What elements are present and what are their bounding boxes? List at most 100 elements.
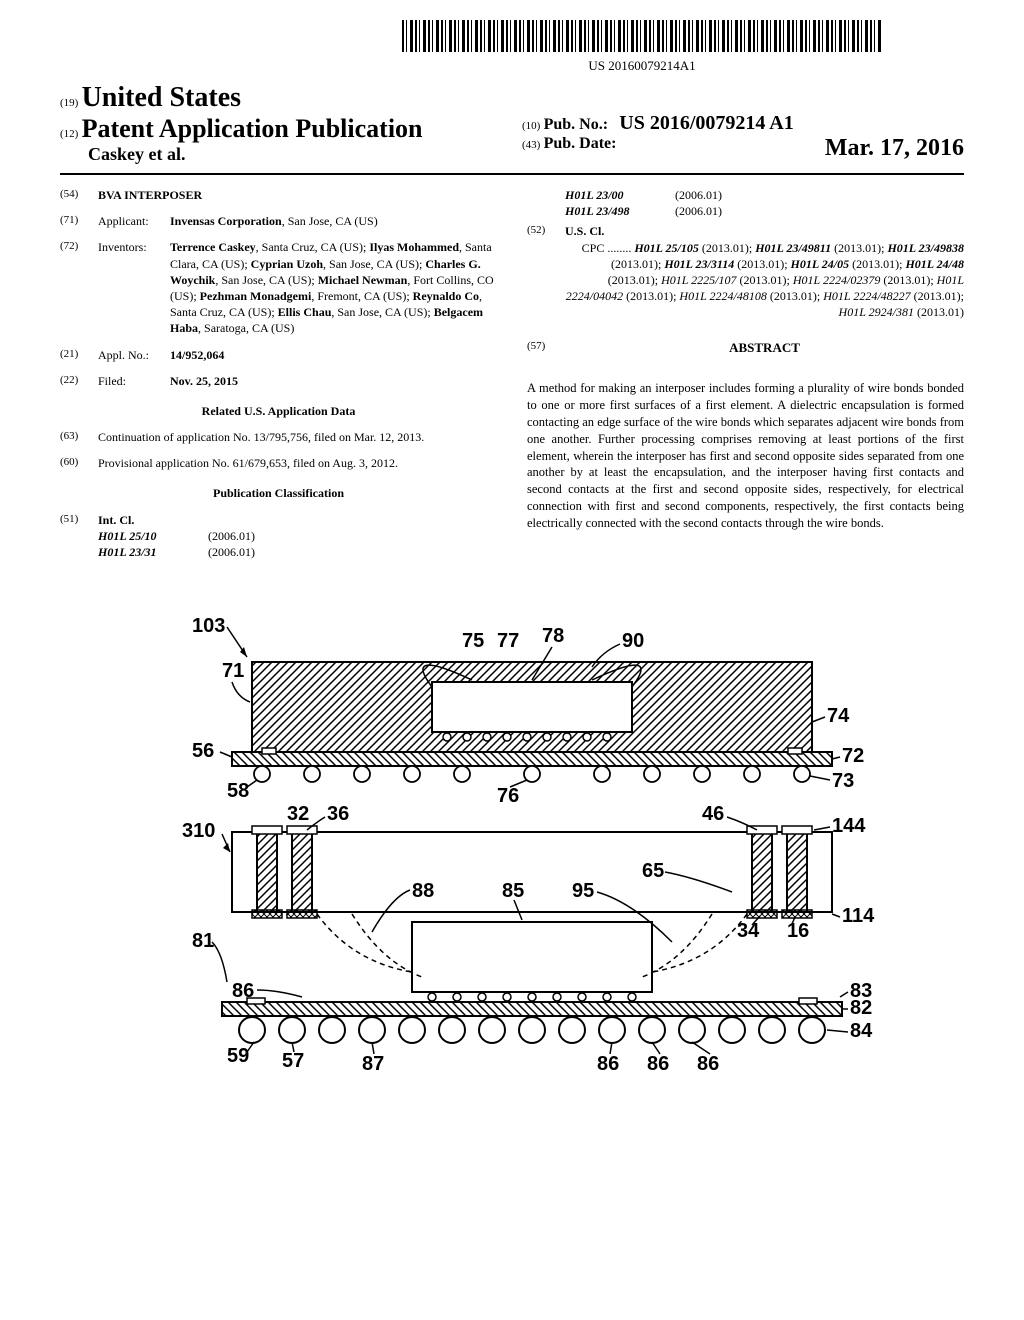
figure-area: 103 71 75 77 78 90 74 56 72 58 76: [60, 602, 964, 1086]
num-54: (54): [60, 187, 98, 203]
pub-no-line: (10) Pub. No.: US 2016/0079214 A1: [522, 112, 964, 135]
label-58: 58: [227, 780, 249, 802]
patent-page: US 20160079214A1 (19) United States (12)…: [0, 0, 1024, 1320]
label-90: 90: [622, 630, 644, 652]
label-87: 87: [362, 1053, 384, 1075]
field-63: (63) Continuation of application No. 13/…: [60, 429, 497, 445]
label-72: Inventors:: [98, 239, 170, 336]
left-column: (54) BVA INTERPOSER (71) Applicant: Inve…: [60, 187, 497, 562]
label-16: 16: [787, 920, 809, 942]
prefix-10: (10): [522, 120, 540, 132]
label-32: 32: [287, 803, 309, 825]
label-36: 36: [327, 803, 349, 825]
abstract-heading: ABSTRACT: [565, 339, 964, 357]
label-144: 144: [832, 815, 866, 837]
field-72: (72) Inventors: Terrence Caskey, Santa C…: [60, 239, 497, 336]
label-78: 78: [542, 625, 564, 647]
label-34: 34: [737, 920, 760, 942]
field-52: (52) U.S. Cl. CPC ........ H01L 25/105 (…: [527, 223, 964, 320]
intcl-year: (2006.01): [675, 203, 722, 219]
barcode-area: US 20160079214A1: [60, 20, 964, 74]
label-86a: 86: [232, 980, 254, 1002]
num-63: (63): [60, 429, 98, 445]
field-57: (57) ABSTRACT: [527, 339, 964, 357]
country-line: (19) United States: [60, 82, 502, 114]
field-54: (54) BVA INTERPOSER: [60, 187, 497, 203]
num-52: (52): [527, 223, 565, 320]
intcl-code: H01L 23/31: [98, 544, 208, 560]
pub-date: Mar. 17, 2016: [825, 135, 964, 162]
num-60: (60): [60, 455, 98, 471]
label-59: 59: [227, 1045, 249, 1067]
intcl-code: H01L 23/498: [565, 203, 675, 219]
label-85: 85: [502, 880, 524, 902]
title-54: BVA INTERPOSER: [98, 187, 497, 203]
label-46: 46: [702, 803, 724, 825]
label-84: 84: [850, 1020, 873, 1042]
intcl-continuation: H01L 23/00 (2006.01) H01L 23/498 (2006.0…: [527, 187, 964, 219]
label-71: 71: [222, 660, 244, 682]
label-114: 114: [842, 905, 875, 927]
label-75: 75: [462, 630, 484, 652]
header-row: (19) United States (12) Patent Applicati…: [60, 82, 964, 165]
body-22: Nov. 25, 2015: [170, 373, 497, 389]
label-86b: 86: [597, 1053, 619, 1075]
cpc-block: CPC ........ H01L 25/105 (2013.01); H01L…: [565, 240, 964, 321]
label-21: Appl. No.:: [98, 347, 170, 363]
label-74: 74: [827, 705, 850, 727]
num-72: (72): [60, 239, 98, 336]
label-65: 65: [642, 860, 664, 882]
intcl-year: (2006.01): [208, 544, 255, 560]
field-51: (51) Int. Cl. H01L 25/10 (2006.01) H01L …: [60, 512, 497, 561]
pub-no: US 2016/0079214 A1: [619, 112, 793, 134]
country: United States: [82, 82, 241, 113]
label-82: 82: [850, 997, 872, 1019]
header-left: (19) United States (12) Patent Applicati…: [60, 82, 502, 165]
intcl-row: H01L 23/00 (2006.01): [565, 187, 964, 203]
label-95: 95: [572, 880, 594, 902]
body-52: U.S. Cl. CPC ........ H01L 25/105 (2013.…: [565, 223, 964, 320]
intcl-code: H01L 23/00: [565, 187, 675, 203]
related-heading: Related U.S. Application Data: [60, 403, 497, 419]
authors: Caskey et al.: [60, 144, 502, 165]
num-57: (57): [527, 339, 565, 357]
body-71: Invensas Corporation, San Jose, CA (US): [170, 213, 497, 229]
patent-figure: 103 71 75 77 78 90 74 56 72 58 76: [132, 602, 892, 1082]
label-88: 88: [412, 880, 434, 902]
intcl-row: H01L 25/10 (2006.01): [98, 528, 497, 544]
num-22: (22): [60, 373, 98, 389]
label-86c: 86: [647, 1053, 669, 1075]
label-103: 103: [192, 615, 225, 637]
body-60: Provisional application No. 61/679,653, …: [98, 455, 497, 471]
label-56: 56: [192, 740, 214, 762]
label-76: 76: [497, 785, 519, 807]
prefix-19: (19): [60, 97, 78, 109]
num-51: (51): [60, 512, 98, 561]
label-77: 77: [497, 630, 519, 652]
intcl-code: H01L 25/10: [98, 528, 208, 544]
intcl-year: (2006.01): [675, 187, 722, 203]
body-63: Continuation of application No. 13/795,7…: [98, 429, 497, 445]
label-81: 81: [192, 930, 214, 952]
pub-no-label: Pub. No.:: [544, 116, 608, 133]
field-21: (21) Appl. No.: 14/952,064: [60, 347, 497, 363]
field-60: (60) Provisional application No. 61/679,…: [60, 455, 497, 471]
header-right: (10) Pub. No.: US 2016/0079214 A1 (43) P…: [502, 82, 964, 162]
barcode-number: US 20160079214A1: [320, 58, 964, 74]
barcode: [402, 20, 882, 52]
label-71: Applicant:: [98, 213, 170, 229]
label-310: 310: [182, 820, 215, 842]
field-22: (22) Filed: Nov. 25, 2015: [60, 373, 497, 389]
prefix-12: (12): [60, 128, 78, 140]
num-21: (21): [60, 347, 98, 363]
label-22: Filed:: [98, 373, 170, 389]
pub-type: Patent Application Publication: [82, 114, 423, 143]
label-51: Int. Cl.: [98, 512, 497, 528]
cpc-prefix: CPC ........: [582, 241, 632, 255]
label-72: 72: [842, 745, 864, 767]
body-72: Terrence Caskey, Santa Cruz, CA (US); Il…: [170, 239, 497, 336]
right-column: H01L 23/00 (2006.01) H01L 23/498 (2006.0…: [527, 187, 964, 562]
label-73: 73: [832, 770, 854, 792]
prefix-43: (43): [522, 139, 540, 151]
divider: [60, 173, 964, 175]
